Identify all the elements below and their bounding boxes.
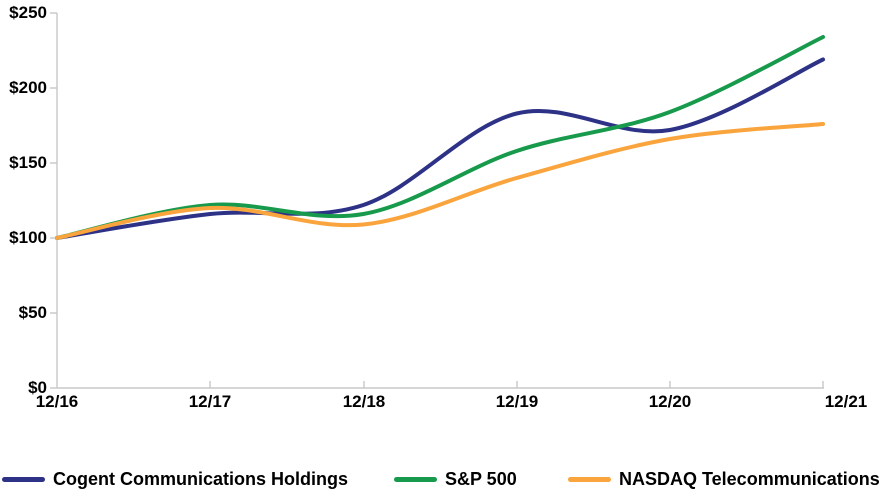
plot-area	[50, 12, 825, 389]
x-tick-label: 12/16	[35, 392, 79, 411]
x-tick-label: 12/18	[342, 392, 386, 411]
legend-label: S&P 500	[445, 468, 517, 489]
legend: Cogent Communications Holdings S&P 500 N…	[0, 466, 880, 492]
series-line-1	[55, 35, 825, 240]
y-tick-label: $50	[18, 303, 47, 322]
x-tick-label: 12/21	[824, 392, 868, 411]
x-tick-label: 12/20	[648, 392, 692, 411]
legend-item-nasdaq-telecom: NASDAQ Telecommunications	[568, 466, 880, 492]
y-tick-label: $150	[9, 153, 47, 172]
series-lines	[55, 35, 825, 240]
legend-item-cogent: Cogent Communications Holdings	[2, 466, 348, 492]
legend-item-sp500: S&P 500	[394, 466, 517, 492]
y-tick-label: $250	[9, 3, 47, 22]
x-tick-label: 12/19	[495, 392, 539, 411]
x-tick-label: 12/17	[188, 392, 232, 411]
y-tick-label: $100	[9, 228, 47, 247]
series-line-2	[55, 122, 825, 240]
legend-label: NASDAQ Telecommunications	[619, 468, 880, 489]
series-line-0	[55, 57, 825, 240]
cogent-line-swatch-icon	[2, 476, 45, 482]
nasdaq-telecom-line-swatch-icon	[568, 476, 611, 482]
y-tick-label: $0	[28, 378, 47, 397]
axes	[50, 12, 824, 389]
legend-label: Cogent Communications Holdings	[53, 468, 348, 489]
y-tick-label: $200	[9, 78, 47, 97]
sp500-line-swatch-icon	[394, 476, 437, 482]
